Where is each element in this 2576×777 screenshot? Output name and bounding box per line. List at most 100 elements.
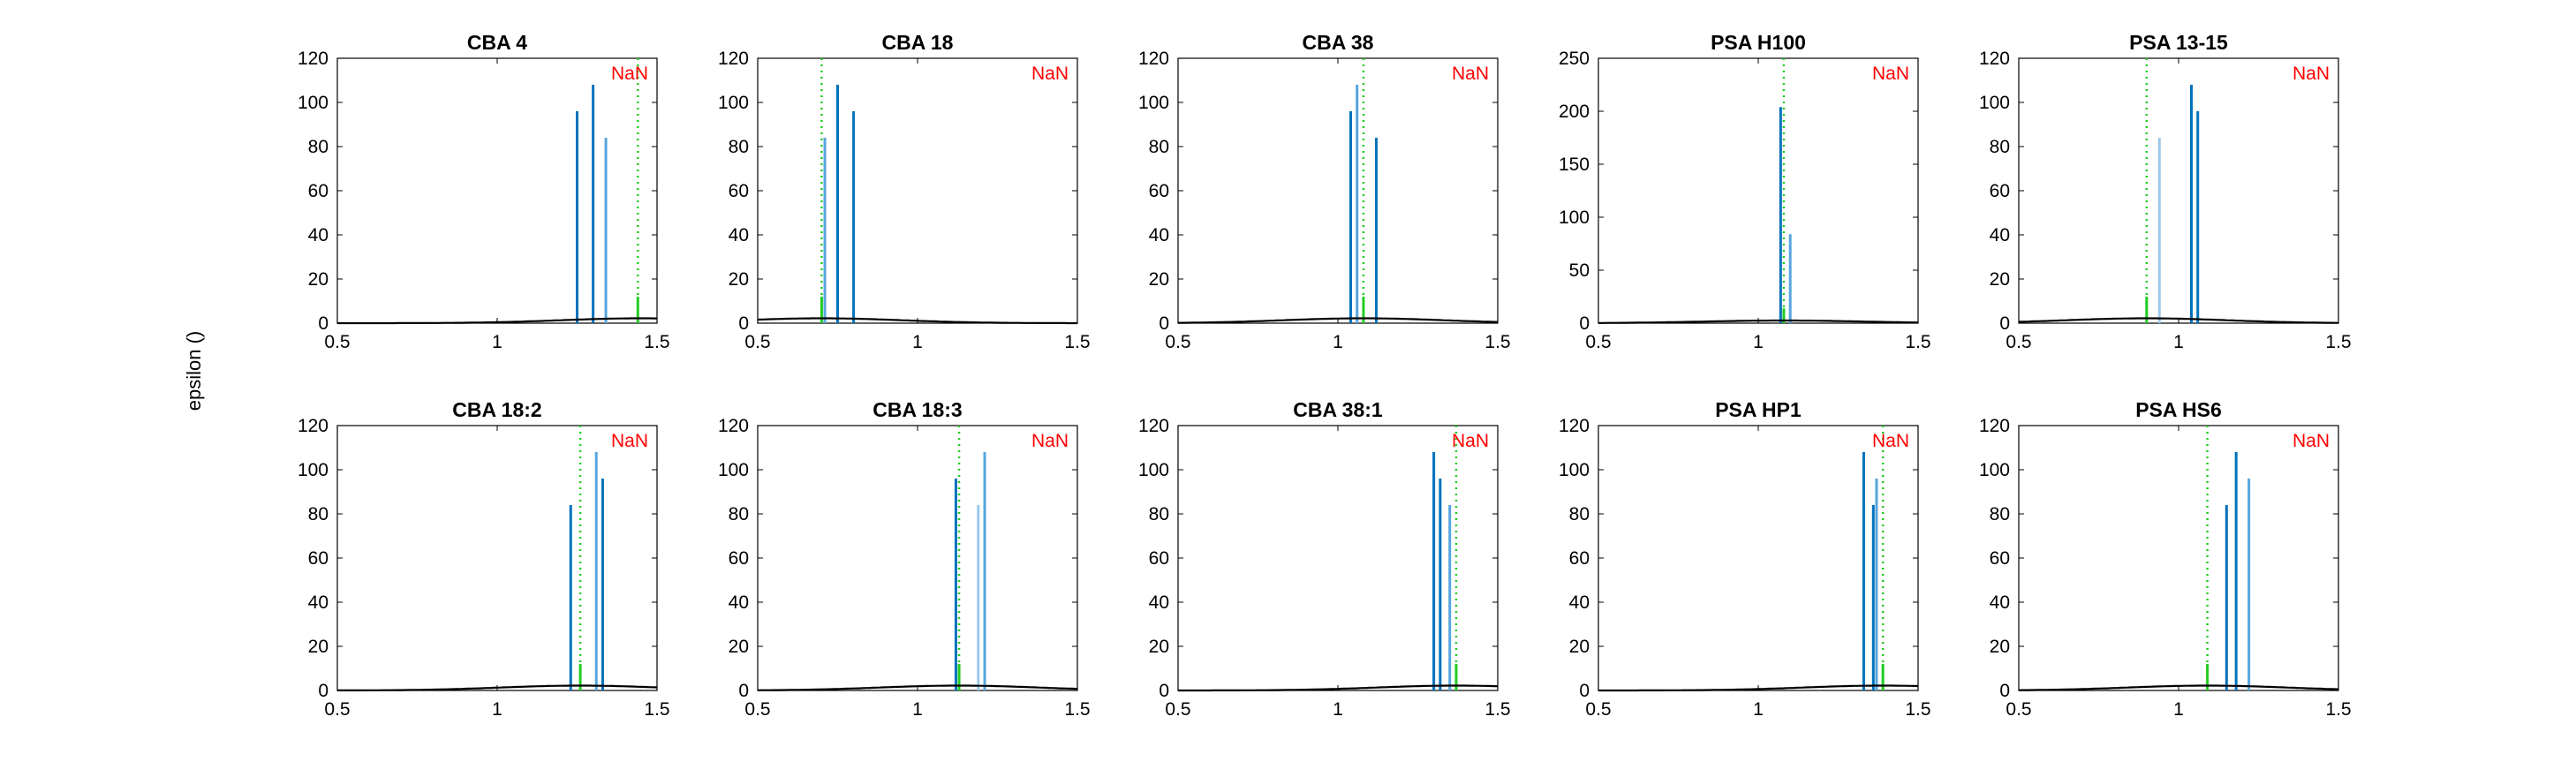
x-tick-label: 1 (492, 332, 502, 352)
axes-box (336, 57, 658, 324)
axes-box (336, 425, 658, 691)
x-tick-label: 1.5 (2325, 699, 2351, 720)
y-tick-label: 100 (1559, 460, 1590, 480)
y-tick-label: 40 (308, 225, 329, 245)
x-tick-label: 0.5 (1585, 332, 1611, 352)
y-tick-label: 40 (729, 225, 749, 245)
nan-annotation: NaN (611, 431, 648, 451)
y-tick-label: 100 (1138, 93, 1169, 113)
nan-annotation: NaN (611, 64, 648, 84)
y-tick-label: 40 (1149, 592, 1169, 613)
axes-box (2018, 425, 2339, 691)
subplot: 0 20 40 60 80 100 120 0.5 1 1.5 CBA 38 NaN (1138, 31, 1511, 352)
y-tick-label: 120 (1979, 49, 2010, 69)
nan-annotation: NaN (1031, 64, 1069, 84)
x-tick-label: 1 (1333, 332, 1343, 352)
y-tick-label: 50 (1569, 260, 1590, 281)
subplot: 0 50 100 150 200 250 0.5 1 1.5 PSA H100 NaN (1559, 31, 1931, 352)
y-tick-label: 60 (729, 181, 749, 201)
y-tick-label: 80 (1569, 504, 1590, 524)
subplot-title: CBA 18 (882, 31, 954, 54)
y-tick-label: 120 (1138, 416, 1169, 436)
subplot: 0 20 40 60 80 100 120 0.5 1 1.5 CBA 18 NaN (718, 31, 1091, 352)
y-tick-label: 100 (718, 460, 749, 480)
density-curve (337, 317, 657, 325)
density-curve (2018, 317, 2338, 324)
subplot: 0 20 40 60 80 100 120 0.5 1 1.5 CBA 38:1 NaN (1138, 398, 1511, 720)
y-tick-label: 120 (1979, 416, 2010, 436)
y-tick-label: 60 (1149, 181, 1169, 201)
nan-annotation: NaN (1452, 64, 1489, 84)
y-tick-label: 20 (1569, 637, 1590, 657)
subplot: 0 20 40 60 80 100 120 0.5 1 1.5 CBA 18:2 NaN (298, 398, 670, 720)
axes-box (2018, 57, 2339, 324)
density-curve (1598, 319, 1919, 324)
subplot-title: CBA 18:3 (873, 398, 962, 421)
density-curve (757, 317, 1077, 325)
y-tick-label: 40 (308, 592, 329, 613)
y-tick-label: 100 (298, 93, 329, 113)
y-tick-label: 80 (1990, 137, 2010, 157)
density-curve (1598, 684, 1919, 692)
y-tick-label: 20 (1990, 637, 2010, 657)
x-tick-label: 0.5 (1585, 699, 1611, 720)
x-tick-label: 1.5 (1064, 699, 1090, 720)
nan-annotation: NaN (1031, 431, 1069, 451)
nan-annotation: NaN (1452, 431, 1489, 451)
subplot-title: CBA 18:2 (452, 398, 541, 421)
x-tick-label: 1 (912, 332, 923, 352)
nan-annotation: NaN (2293, 64, 2330, 84)
subplot: 0 20 40 60 80 100 120 0.5 1 1.5 CBA 4 NaN (298, 31, 670, 352)
y-tick-label: 60 (308, 548, 329, 569)
y-tick-label: 20 (1990, 269, 2010, 290)
axes-box (757, 425, 1078, 691)
y-tick-label: 0 (1159, 313, 1169, 334)
y-tick-label: 0 (738, 681, 749, 701)
x-tick-label: 0.5 (324, 699, 350, 720)
x-tick-label: 0.5 (744, 699, 770, 720)
y-tick-label: 0 (1579, 313, 1590, 334)
nan-annotation: NaN (2293, 431, 2330, 451)
y-tick-label: 0 (738, 313, 749, 334)
y-tick-label: 20 (308, 269, 329, 290)
y-tick-label: 80 (729, 504, 749, 524)
y-tick-label: 100 (718, 93, 749, 113)
y-tick-label: 120 (298, 416, 329, 436)
x-tick-label: 0.5 (744, 332, 770, 352)
y-tick-label: 100 (1559, 207, 1590, 228)
axes-box (757, 57, 1078, 324)
axes-box (1598, 57, 1919, 324)
subplot-title: PSA H100 (1711, 31, 1806, 54)
x-tick-label: 1 (2173, 699, 2184, 720)
x-tick-label: 0.5 (2006, 332, 2031, 352)
y-tick-label: 0 (318, 681, 329, 701)
nan-annotation: NaN (1872, 64, 1909, 84)
y-tick-label: 100 (1979, 93, 2010, 113)
y-tick-label: 60 (729, 548, 749, 569)
y-tick-label: 20 (1149, 269, 1169, 290)
subplot-title: PSA HP1 (1715, 398, 1802, 421)
y-tick-label: 0 (1159, 681, 1169, 701)
y-tick-label: 20 (729, 269, 749, 290)
y-tick-label: 250 (1559, 49, 1590, 69)
y-tick-label: 0 (1579, 681, 1590, 701)
y-tick-label: 40 (729, 592, 749, 613)
y-tick-label: 120 (1138, 49, 1169, 69)
y-tick-label: 100 (1979, 460, 2010, 480)
y-tick-label: 40 (1990, 225, 2010, 245)
y-tick-label: 150 (1559, 155, 1590, 175)
y-tick-label: 0 (318, 313, 329, 334)
x-tick-label: 1.5 (1905, 699, 1930, 720)
x-tick-label: 1 (492, 699, 502, 720)
x-tick-label: 1.5 (1905, 332, 1930, 352)
y-tick-label: 20 (308, 637, 329, 657)
y-tick-label: 20 (729, 637, 749, 657)
subplot: 0 20 40 60 80 100 120 0.5 1 1.5 PSA 13-15 NaN (1979, 31, 2352, 352)
subplot-title: PSA HS6 (2135, 398, 2222, 421)
subplot: 0 20 40 60 80 100 120 0.5 1 1.5 CBA 18:3 NaN (718, 398, 1091, 720)
y-tick-label: 100 (1138, 460, 1169, 480)
subplot: 0 20 40 60 80 100 120 0.5 1 1.5 PSA HS6 NaN (1979, 398, 2352, 720)
y-tick-label: 80 (308, 504, 329, 524)
